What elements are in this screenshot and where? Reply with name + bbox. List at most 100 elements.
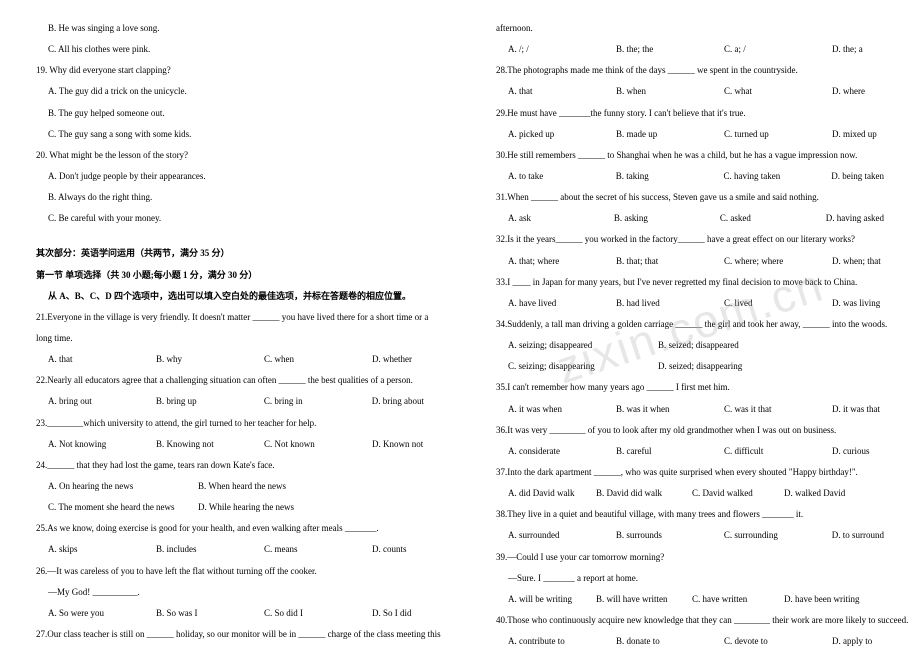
q24-stem: 24.______ that they had lost the game, t… — [36, 455, 424, 476]
q25-stem: 25.As we know, doing exercise is good fo… — [36, 518, 424, 539]
q21-stem-b: long time. — [36, 328, 424, 349]
q22-stem: 22.Nearly all educators agree that a cha… — [36, 370, 424, 391]
q25-opt-b: B. includes — [156, 539, 264, 560]
q25-opt-c: C. means — [264, 539, 372, 560]
q34-opt-a: A. seizing; disappeared — [508, 335, 658, 356]
q39-opt-c: C. have written — [692, 589, 784, 610]
q30-opt-b: B. taking — [616, 166, 724, 187]
q18-opt-b: B. He was singing a love song. — [36, 18, 424, 39]
q19-opt-a: A. The guy did a trick on the unicycle. — [36, 81, 424, 102]
q25-opt-d: D. counts — [372, 539, 407, 560]
q39-opt-a: A. will be writing — [508, 589, 596, 610]
q35-opt-d: D. it was that — [832, 399, 880, 420]
q26-opt-d: D. So I did — [372, 603, 412, 624]
section-instructions: 从 A、B、C、D 四个选项中，选出可以填入空白处的最佳选项，并标在答题卷的相应… — [36, 286, 424, 307]
q22-opt-d: D. bring about — [372, 391, 424, 412]
q34-options-row1: A. seizing; disappeared B. seized; disap… — [496, 335, 884, 356]
q24-opt-b: B. When heard the news — [198, 476, 286, 497]
q39-opt-d: D. have been writing — [784, 589, 859, 610]
q34-opt-d: D. seized; disappearing — [658, 356, 742, 377]
q33-opt-d: D. was living — [832, 293, 880, 314]
q35-stem: 35.I can't remember how many years ago _… — [496, 377, 884, 398]
q31-opt-a: A. ask — [508, 208, 614, 229]
q33-options: A. have lived B. had lived C. lived D. w… — [496, 293, 884, 314]
q32-options: A. that; where B. that; that C. where; w… — [496, 251, 884, 272]
q29-opt-c: C. turned up — [724, 124, 832, 145]
q34-opt-b: B. seized; disappeared — [658, 335, 739, 356]
q36-opt-c: C. difficult — [724, 441, 832, 462]
q38-stem: 38.They live in a quiet and beautiful vi… — [496, 504, 884, 525]
q21-options: A. that B. why C. when D. whether — [36, 349, 424, 370]
q26-options: A. So were you B. So was I C. So did I D… — [36, 603, 424, 624]
q29-opt-b: B. made up — [616, 124, 724, 145]
q33-opt-c: C. lived — [724, 293, 832, 314]
q31-options: A. ask B. asking C. asked D. having aske… — [496, 208, 884, 229]
q19-opt-b: B. The guy helped someone out. — [36, 103, 424, 124]
q25-options: A. skips B. includes C. means D. counts — [36, 539, 424, 560]
q27-stem-a: 27.Our class teacher is still on ______ … — [36, 624, 424, 645]
q39-opt-b: B. will have written — [596, 589, 692, 610]
q26-opt-c: C. So did I — [264, 603, 372, 624]
q38-opt-d: D. to surround — [832, 525, 884, 546]
q27-opt-c: C. a; / — [724, 39, 832, 60]
q39-stem-b: —Sure. I _______ a report at home. — [496, 568, 884, 589]
q20-opt-c: C. Be careful with your money. — [36, 208, 424, 229]
q21-opt-a: A. that — [48, 349, 156, 370]
q18-opt-c: C. All his clothes were pink. — [36, 39, 424, 60]
q35-opt-a: A. it was when — [508, 399, 616, 420]
q27-stem-b: afternoon. — [496, 18, 884, 39]
q28-opt-c: C. what — [724, 81, 832, 102]
q36-options: A. considerate B. careful C. difficult D… — [496, 441, 884, 462]
q27-opt-d: D. the; a — [832, 39, 863, 60]
q38-opt-b: B. surrounds — [616, 525, 724, 546]
q40-opt-b: B. donate to — [616, 631, 724, 652]
q22-opt-b: B. bring up — [156, 391, 264, 412]
q31-opt-b: B. asking — [614, 208, 720, 229]
q22-opt-c: C. bring in — [264, 391, 372, 412]
q26-opt-b: B. So was I — [156, 603, 264, 624]
q22-opt-a: A. bring out — [48, 391, 156, 412]
q24-opt-a: A. On hearing the news — [48, 476, 198, 497]
q30-options: A. to take B. taking C. having taken D. … — [496, 166, 884, 187]
q29-options: A. picked up B. made up C. turned up D. … — [496, 124, 884, 145]
q24-opt-d: D. While hearing the news — [198, 497, 294, 518]
q25-opt-a: A. skips — [48, 539, 156, 560]
section-heading-part2: 其次部分：英语学问运用（共两节，满分 35 分） — [36, 243, 424, 264]
q36-opt-d: D. curious — [832, 441, 870, 462]
q24-opt-c: C. The moment she heard the news — [48, 497, 198, 518]
q37-opt-d: D. walked David — [784, 483, 845, 504]
q21-opt-b: B. why — [156, 349, 264, 370]
q39-stem-a: 39.—Could I use your car tomorrow mornin… — [496, 547, 884, 568]
left-column: B. He was singing a love song. C. All hi… — [0, 0, 460, 651]
q37-stem: 37.Into the dark apartment ______, who w… — [496, 462, 884, 483]
q28-stem: 28.The photographs made me think of the … — [496, 60, 884, 81]
q30-opt-c: C. having taken — [724, 166, 832, 187]
q38-opt-a: A. surrounded — [508, 525, 616, 546]
q40-opt-d: D. apply to — [832, 631, 872, 652]
q39-options: A. will be writing B. will have written … — [496, 589, 884, 610]
q24-options-row1: A. On hearing the news B. When heard the… — [36, 476, 424, 497]
q32-opt-d: D. when; that — [832, 251, 881, 272]
q23-options: A. Not knowing B. Knowing not C. Not kno… — [36, 434, 424, 455]
q22-options: A. bring out B. bring up C. bring in D. … — [36, 391, 424, 412]
q29-opt-a: A. picked up — [508, 124, 616, 145]
q35-opt-b: B. was it when — [616, 399, 724, 420]
q23-opt-a: A. Not knowing — [48, 434, 156, 455]
q32-opt-b: B. that; that — [616, 251, 724, 272]
q28-opt-d: D. where — [832, 81, 865, 102]
q23-stem: 23.________which university to attend, t… — [36, 413, 424, 434]
right-column: zixin.com.cn afternoon. A. /; / B. the; … — [460, 0, 920, 651]
q27-opt-b: B. the; the — [616, 39, 724, 60]
q20-stem: 20. What might be the lesson of the stor… — [36, 145, 424, 166]
q19-opt-c: C. The guy sang a song with some kids. — [36, 124, 424, 145]
q30-stem: 30.He still remembers ______ to Shanghai… — [496, 145, 884, 166]
q28-opt-a: A. that — [508, 81, 616, 102]
q32-stem: 32.Is it the years______ you worked in t… — [496, 229, 884, 250]
q26-stem-a: 26.—It was careless of you to have left … — [36, 561, 424, 582]
q35-options: A. it was when B. was it when C. was it … — [496, 399, 884, 420]
q33-stem: 33.I ____ in Japan for many years, but I… — [496, 272, 884, 293]
q31-stem: 31.When ______ about the secret of his s… — [496, 187, 884, 208]
q36-opt-b: B. careful — [616, 441, 724, 462]
q30-opt-d: D. being taken — [831, 166, 884, 187]
q37-options: A. did David walk B. David did walk C. D… — [496, 483, 884, 504]
